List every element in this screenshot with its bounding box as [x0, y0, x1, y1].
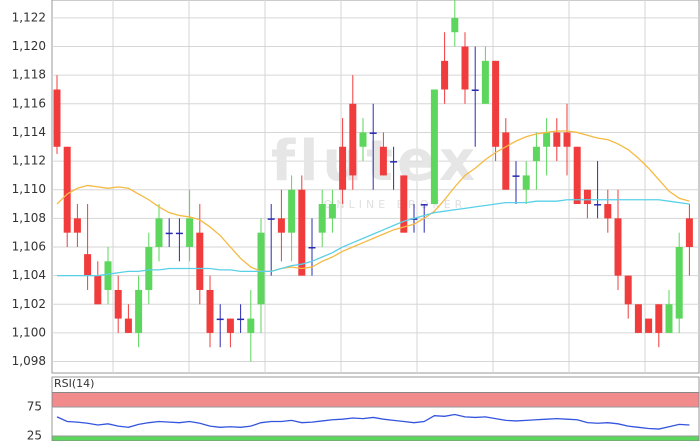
candle-body: [308, 246, 316, 249]
candle-body: [206, 289, 214, 333]
candle-body: [553, 132, 561, 147]
candle-body: [379, 146, 387, 176]
candle-body: [645, 318, 653, 333]
rsi-band: [52, 392, 700, 408]
candle-body: [247, 318, 255, 333]
plot-frame: [51, 0, 700, 374]
candle-body: [328, 204, 336, 219]
candle-body: [492, 60, 500, 147]
candle-body: [594, 204, 602, 206]
rsi-line: [56, 413, 690, 430]
candle-body: [135, 289, 143, 333]
y-tick-label: 1,114: [12, 125, 46, 139]
candle-body: [665, 304, 673, 333]
candle-body: [237, 318, 245, 321]
candle-body: [532, 146, 540, 162]
candle-body: [604, 204, 612, 219]
candle-body: [165, 232, 173, 235]
candle-body: [369, 132, 377, 134]
moving-average: [57, 199, 690, 277]
watermark-sub: ONLINE BROKER: [324, 198, 467, 211]
y-tick-label: 1,120: [12, 39, 46, 53]
y-tick-label: 1,098: [12, 354, 46, 368]
candle-body: [400, 175, 408, 233]
candle-body: [390, 161, 398, 163]
candle-body: [73, 218, 81, 233]
y-tick-label: 1,122: [12, 10, 46, 24]
candle-body: [349, 103, 357, 176]
candle-body: [359, 132, 367, 147]
candle-body: [114, 289, 122, 319]
rsi-title: RSI(14): [54, 377, 94, 390]
y-tick-label: 1,106: [12, 239, 46, 253]
candle-body: [226, 318, 234, 333]
candle-body: [298, 189, 306, 276]
candle-body: [124, 318, 132, 333]
candle-body: [216, 318, 224, 321]
y-tick-label: 1,104: [12, 268, 46, 282]
candle-body: [543, 132, 551, 147]
candle-body: [563, 132, 571, 147]
candle-body: [155, 218, 163, 247]
rsi: [52, 392, 700, 441]
y-tick-label: 75: [27, 400, 42, 414]
candle-body: [94, 275, 102, 305]
y-tick-label: 1,112: [12, 154, 46, 168]
rsi-band: [52, 435, 700, 441]
candle-body: [84, 254, 92, 276]
candle-body: [410, 218, 418, 220]
candle-body: [339, 146, 347, 190]
candle-body: [685, 218, 693, 247]
candle-body: [655, 304, 663, 333]
candle-body: [441, 60, 449, 90]
candle-body: [267, 218, 275, 220]
rsi-frame: [51, 376, 700, 441]
y-tick-label: 1,118: [12, 68, 46, 82]
candle-body: [420, 204, 428, 206]
candle-body: [104, 261, 112, 290]
y-tick-label: 1,110: [12, 182, 46, 196]
candle-body: [63, 146, 71, 233]
candle-body: [430, 89, 438, 205]
y-tick-label: 1,116: [12, 96, 46, 110]
candle-body: [288, 189, 296, 233]
candle-body: [318, 204, 326, 233]
candle-body: [145, 246, 153, 290]
candle-body: [573, 146, 581, 205]
candle-body: [624, 275, 632, 305]
candle-body: [53, 89, 61, 147]
candle-body: [175, 232, 183, 235]
candle-body: [196, 232, 204, 290]
candle-body: [614, 218, 622, 276]
candle-body: [634, 304, 642, 333]
candle-body: [471, 89, 479, 91]
candle-body: [186, 218, 194, 247]
candle-body: [583, 189, 591, 205]
moving-average: [56, 130, 690, 272]
candles: [53, 0, 693, 362]
y-tick-label: 25: [27, 429, 42, 441]
candle-body: [451, 17, 459, 33]
y-tick-label: 1,108: [12, 211, 46, 225]
y-tick-label: 1,102: [12, 297, 46, 311]
candle-body: [675, 246, 683, 319]
y-tick-label: 1,100: [12, 325, 46, 339]
candle-body: [481, 60, 489, 104]
candle-body: [502, 132, 510, 190]
candle-body: [512, 175, 520, 177]
candle-body: [522, 175, 530, 190]
candle-body: [461, 46, 469, 90]
candle-body: [257, 232, 265, 305]
candle-body: [277, 218, 285, 233]
